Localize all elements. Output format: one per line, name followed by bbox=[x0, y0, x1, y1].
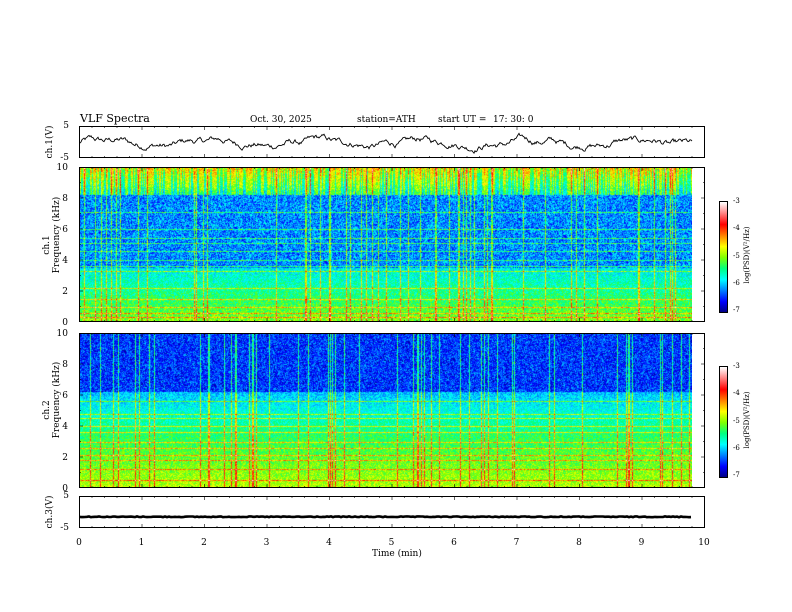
x-tick-label-2: 2 bbox=[201, 538, 207, 548]
ch1-spec-ylabel-channel: ch.1 bbox=[42, 235, 52, 255]
date-label: Oct. 30, 2025 bbox=[250, 115, 312, 125]
start-time-label: 17: 30: 0 bbox=[493, 115, 534, 125]
a-ch1spec-frame bbox=[79, 167, 705, 322]
ch3-wave-ytick-top: 5 bbox=[63, 491, 69, 501]
cb1-tick-m7: -7 bbox=[733, 306, 740, 314]
ch1-waveform-plot bbox=[79, 126, 705, 158]
cb1-tick-m4: -4 bbox=[733, 224, 740, 232]
ch3-wave-frame bbox=[79, 496, 705, 528]
ch2-colorbar bbox=[719, 366, 728, 478]
station-label: station=ATH bbox=[357, 115, 416, 125]
cb1-label: log(PSD)(V²/Hz) bbox=[743, 226, 751, 284]
start-ut-label: start UT = bbox=[438, 115, 487, 125]
ch3-waveform-line bbox=[79, 515, 692, 519]
x-tick-label-7: 7 bbox=[513, 538, 520, 548]
x-tick-label-0: 0 bbox=[76, 538, 82, 548]
ch2-spec-ytick-6: 6 bbox=[62, 391, 68, 401]
ch2-spec-ytick-4: 4 bbox=[62, 422, 68, 432]
cb2-tick-m7: -7 bbox=[733, 471, 740, 479]
x-tick-label-10: 10 bbox=[698, 538, 710, 548]
ch1-spec-ylabel-frequency: Frequency (kHz) bbox=[52, 196, 62, 274]
ch2-spec-ytick-8: 8 bbox=[62, 360, 68, 370]
ch3-waveform-plot bbox=[79, 496, 705, 528]
ch1-wave-ytick-bottom: -5 bbox=[60, 153, 69, 163]
a-ch2spec-frame bbox=[79, 333, 705, 488]
ch1-spec-ytick-6: 6 bbox=[62, 225, 68, 235]
cb2-tick-m5: -5 bbox=[733, 417, 740, 425]
cb2-label: log(PSD)(V²/Hz) bbox=[743, 391, 751, 449]
ch1-colorbar bbox=[719, 201, 728, 313]
ch1-spec-ytick-8: 8 bbox=[62, 194, 68, 204]
x-tick-label-9: 9 bbox=[638, 538, 645, 548]
ch2-spec-ylabel-frequency: Frequency (kHz) bbox=[52, 361, 62, 439]
ch3-wave-ylabel: ch.3(V) bbox=[45, 495, 55, 529]
ch1-wave-ylabel: ch.1(V) bbox=[45, 125, 55, 159]
ch1-spec-ytick-4: 4 bbox=[62, 256, 68, 266]
ch1-spec-ytick-2: 2 bbox=[62, 287, 68, 297]
x-tick-label-5: 5 bbox=[388, 538, 395, 548]
x-tick-label-1: 1 bbox=[138, 538, 145, 548]
ch1-spec-ytick-0: 0 bbox=[62, 318, 68, 328]
ch2-spectrogram-heatmap bbox=[79, 333, 692, 488]
cb2-tick-m3: -3 bbox=[733, 362, 740, 370]
x-tick-label-6: 6 bbox=[451, 538, 457, 548]
x-tick-label-3: 3 bbox=[263, 538, 270, 548]
cb1-tick-m5: -5 bbox=[733, 252, 740, 260]
cb1-tick-m3: -3 bbox=[733, 197, 740, 205]
ch1-wave-ytick-top: 5 bbox=[63, 121, 69, 131]
x-tick-label-8: 8 bbox=[576, 538, 582, 548]
cb2-tick-m4: -4 bbox=[733, 389, 740, 397]
ch2-spec-ytick-2: 2 bbox=[62, 453, 68, 463]
ch1-spectrogram-axes bbox=[79, 167, 705, 322]
ch2-spec-ytick-0: 0 bbox=[62, 484, 68, 494]
cb1-tick-m6: -6 bbox=[733, 279, 740, 287]
ch3-wave-ytick-bottom: -5 bbox=[60, 523, 69, 533]
ch1-waveform-line bbox=[79, 132, 693, 155]
figure-title: VLF Spectra bbox=[80, 112, 150, 125]
x-tick-label-4: 4 bbox=[326, 538, 332, 548]
x-axis-label: Time (min) bbox=[372, 549, 422, 559]
ch2-spec-ylabel-channel: ch.2 bbox=[42, 400, 52, 420]
ch2-spectrogram-axes bbox=[79, 333, 705, 488]
cb2-tick-m6: -6 bbox=[733, 444, 740, 452]
ch1-spectrogram-heatmap bbox=[79, 167, 692, 322]
ch2-spec-ytick-10: 10 bbox=[56, 329, 68, 339]
ch1-spec-ytick-10: 10 bbox=[56, 163, 68, 173]
